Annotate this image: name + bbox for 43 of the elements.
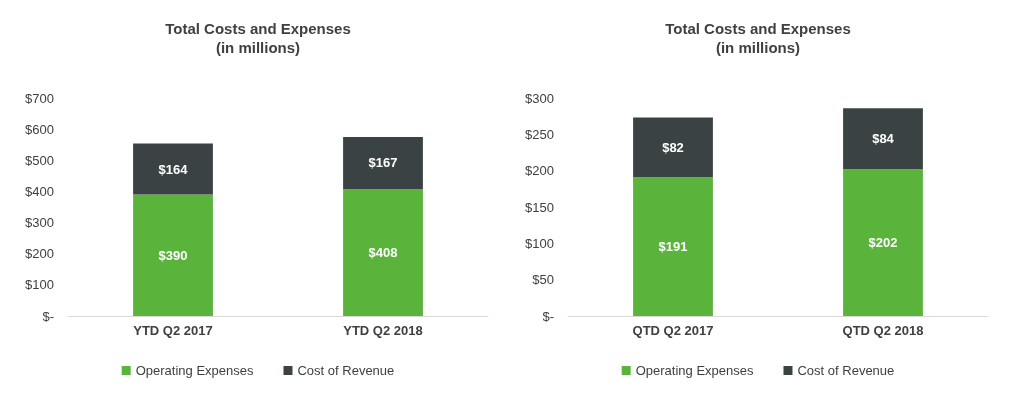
legend-label: Cost of Revenue bbox=[297, 363, 395, 378]
x-tick-label: QTD Q2 2017 bbox=[632, 323, 714, 338]
y-tick-label: $50 bbox=[532, 272, 554, 288]
x-tick-label: YTD Q2 2018 bbox=[343, 323, 423, 338]
data-label: $84 bbox=[872, 131, 895, 147]
chart-title: Total Costs and Expenses bbox=[665, 20, 851, 37]
data-label: $164 bbox=[158, 161, 189, 177]
bar bbox=[343, 188, 423, 316]
y-tick-label: $200 bbox=[525, 163, 554, 179]
chart-subtitle: (in millions) bbox=[215, 39, 301, 56]
x-tick-label: QTD Q2 2018 bbox=[842, 323, 924, 338]
y-tick-label: $- bbox=[542, 308, 554, 324]
bar bbox=[633, 117, 713, 178]
y-tick-label: $100 bbox=[525, 235, 554, 251]
y-tick-label: $- bbox=[42, 308, 54, 324]
x-tick-label: YTD Q2 2017 bbox=[133, 323, 213, 338]
bar bbox=[633, 177, 713, 316]
y-tick-label: $700 bbox=[25, 90, 54, 106]
y-tick-label: $300 bbox=[525, 90, 554, 106]
data-label: $167 bbox=[368, 155, 398, 171]
bar bbox=[133, 194, 213, 316]
legend-label: Cost of Revenue bbox=[797, 363, 895, 378]
bar bbox=[343, 136, 423, 189]
y-tick-label: $100 bbox=[25, 277, 54, 293]
y-tick-label: $400 bbox=[25, 183, 54, 199]
chart-title: Total Costs and Expenses bbox=[165, 20, 351, 37]
y-tick-label: $300 bbox=[25, 215, 54, 231]
legend-label: Operating Expenses bbox=[635, 363, 754, 378]
data-label: $408 bbox=[368, 244, 398, 260]
y-tick-label: $500 bbox=[25, 152, 54, 168]
y-tick-label: $200 bbox=[25, 246, 54, 262]
data-label: $191 bbox=[658, 239, 688, 255]
legend-label: Operating Expenses bbox=[135, 363, 254, 378]
bar bbox=[843, 108, 923, 170]
y-tick-label: $600 bbox=[25, 121, 54, 137]
chart-subtitle: (in millions) bbox=[715, 39, 801, 56]
bar bbox=[843, 169, 923, 316]
y-tick-label: $250 bbox=[525, 126, 554, 142]
data-label: $202 bbox=[868, 235, 898, 251]
data-label: $390 bbox=[158, 247, 188, 263]
data-label: $82 bbox=[662, 139, 684, 155]
y-tick-label: $150 bbox=[525, 199, 554, 215]
bar bbox=[133, 143, 213, 195]
